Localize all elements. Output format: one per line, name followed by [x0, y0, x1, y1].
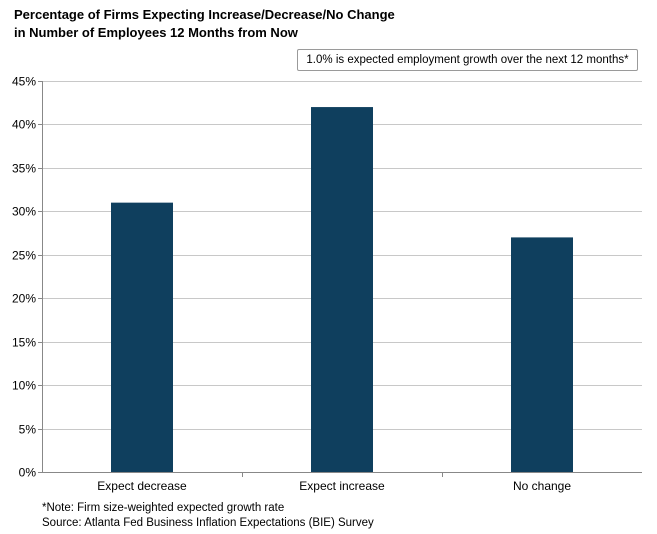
footnote: *Note: Firm size-weighted expected growt… — [42, 502, 285, 514]
x-tick-label: No change — [513, 479, 571, 493]
y-tick-label: 40% — [12, 118, 36, 132]
y-tick-label: 10% — [12, 379, 36, 393]
x-tick-label: Expect decrease — [97, 479, 187, 493]
y-tick-label: 15% — [12, 336, 36, 350]
y-tick-label: 20% — [12, 292, 36, 306]
chart-title: Percentage of Firms Expecting Increase/D… — [14, 6, 395, 42]
x-tick-label: Expect increase — [299, 479, 385, 493]
chart-title-line-1: Percentage of Firms Expecting Increase/D… — [14, 7, 395, 22]
bar — [311, 107, 373, 473]
y-tick-label: 25% — [12, 249, 36, 263]
bar — [111, 202, 173, 472]
annotation-box: 1.0% is expected employment growth over … — [297, 49, 638, 71]
y-tick-label: 45% — [12, 75, 36, 89]
y-tick-label: 5% — [19, 423, 37, 437]
chart-notes: *Note: Firm size-weighted expected growt… — [42, 501, 374, 531]
chart-title-line-2: in Number of Employees 12 Months from No… — [14, 25, 298, 40]
y-tick-label: 30% — [12, 205, 36, 219]
source-note: Source: Atlanta Fed Business Inflation E… — [42, 517, 374, 529]
bar — [511, 237, 573, 472]
y-tick-label: 0% — [19, 466, 37, 480]
y-tick-label: 35% — [12, 162, 36, 176]
